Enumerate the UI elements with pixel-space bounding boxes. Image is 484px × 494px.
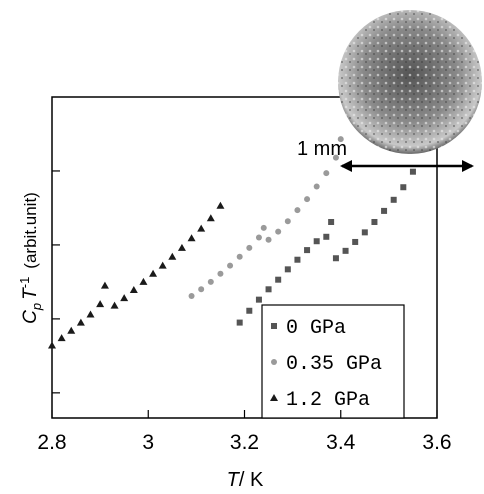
legend-label: 1.2 GPa (286, 389, 370, 412)
x-label-var: T (227, 469, 241, 491)
legend-label: 0.35 GPa (286, 353, 382, 376)
x-tick-label: 3.4 (326, 431, 356, 454)
x-axis-label: T/ K (227, 469, 264, 491)
point (255, 296, 262, 303)
point (284, 218, 291, 225)
point (332, 154, 339, 161)
point (100, 281, 109, 289)
y-label-unit: (arbit.unit) (21, 192, 40, 269)
point (294, 256, 301, 263)
point (236, 253, 243, 260)
point (149, 269, 158, 277)
point (217, 270, 224, 277)
point (265, 286, 272, 293)
y-label-main2: T (20, 287, 41, 300)
point (260, 224, 267, 231)
legend-marker (270, 394, 278, 401)
point (168, 252, 177, 260)
point (57, 334, 66, 342)
point (246, 244, 253, 251)
point (304, 247, 311, 254)
point (198, 286, 205, 293)
point (390, 196, 397, 203)
point (275, 276, 282, 283)
point (328, 218, 335, 225)
y-label-main: C (20, 310, 41, 324)
point (110, 301, 119, 309)
y-label-sub: p (29, 303, 44, 311)
point (139, 277, 148, 285)
sample-photo (338, 10, 482, 154)
point (381, 207, 388, 214)
point (313, 183, 320, 190)
point (207, 278, 214, 285)
legend-marker (271, 359, 277, 365)
point (206, 214, 215, 222)
y-axis-label: CpT-1 (arbit.unit) (17, 192, 44, 324)
point (76, 318, 85, 326)
scale-label: 1 mm (297, 138, 347, 160)
point (342, 247, 349, 254)
point (361, 229, 368, 236)
x-tick-label: 3 (142, 431, 154, 454)
x-tick-label: 3.2 (230, 431, 259, 454)
point (284, 266, 291, 273)
point (323, 233, 330, 240)
point (313, 238, 320, 245)
point (265, 236, 272, 243)
point (409, 168, 416, 175)
point (255, 234, 262, 241)
point (304, 196, 311, 203)
point (352, 238, 359, 245)
legend-label: 0 GPa (286, 317, 346, 340)
y-label-sup: -1 (17, 277, 32, 289)
point (48, 341, 56, 349)
point (129, 286, 138, 294)
point (197, 224, 206, 232)
point (236, 319, 243, 326)
x-tick-label: 3.6 (422, 431, 451, 454)
point (177, 243, 186, 251)
point (188, 292, 195, 299)
point (275, 228, 282, 235)
point (227, 262, 234, 269)
point (246, 307, 253, 314)
point (187, 234, 196, 242)
point (332, 255, 339, 262)
point (96, 300, 105, 308)
point (216, 201, 225, 209)
point (67, 326, 76, 334)
point (337, 136, 344, 143)
point (323, 170, 330, 177)
legend-box (261, 304, 405, 419)
point (120, 294, 129, 302)
point (158, 261, 167, 269)
point (86, 310, 95, 318)
x-tick-label: 2.8 (37, 431, 66, 454)
legend-marker (271, 323, 277, 329)
point (400, 184, 407, 191)
x-label-unit: / K (239, 469, 264, 491)
point (371, 218, 378, 225)
point (294, 207, 301, 214)
